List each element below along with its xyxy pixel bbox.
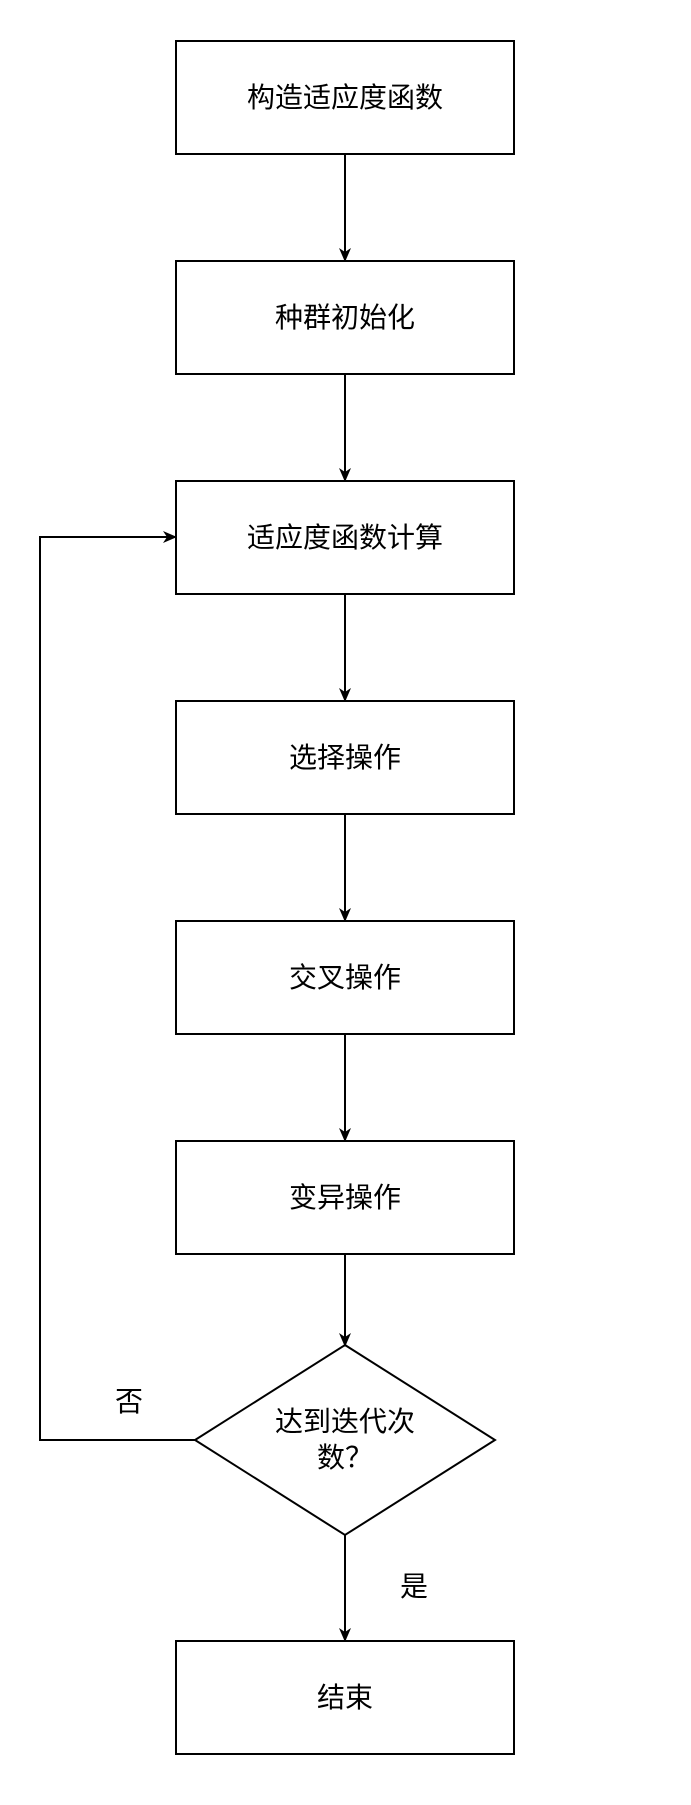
flow-node-fitness-calc: 适应度函数计算 bbox=[175, 480, 515, 595]
flow-node-fitness-construct: 构造适应度函数 bbox=[175, 40, 515, 155]
flow-node-end: 结束 bbox=[175, 1640, 515, 1755]
flow-node-decision-label: 达到迭代次 数？ bbox=[195, 1345, 495, 1535]
flow-node-label: 交叉操作 bbox=[289, 958, 401, 997]
flow-node-label: 变异操作 bbox=[289, 1178, 401, 1217]
flow-node-population-init: 种群初始化 bbox=[175, 260, 515, 375]
flow-edge bbox=[40, 537, 195, 1440]
flow-node-label: 结束 bbox=[317, 1678, 373, 1717]
flow-node-mutation: 变异操作 bbox=[175, 1140, 515, 1255]
flow-node-label: 选择操作 bbox=[289, 738, 401, 777]
flow-node-selection: 选择操作 bbox=[175, 700, 515, 815]
flow-node-label: 构造适应度函数 bbox=[247, 78, 443, 117]
flow-node-label: 种群初始化 bbox=[275, 298, 415, 337]
flow-node-crossover: 交叉操作 bbox=[175, 920, 515, 1035]
edge-label-yes: 是 bbox=[400, 1565, 428, 1605]
edge-label-no: 否 bbox=[115, 1380, 143, 1420]
flow-node-label: 适应度函数计算 bbox=[247, 518, 443, 557]
